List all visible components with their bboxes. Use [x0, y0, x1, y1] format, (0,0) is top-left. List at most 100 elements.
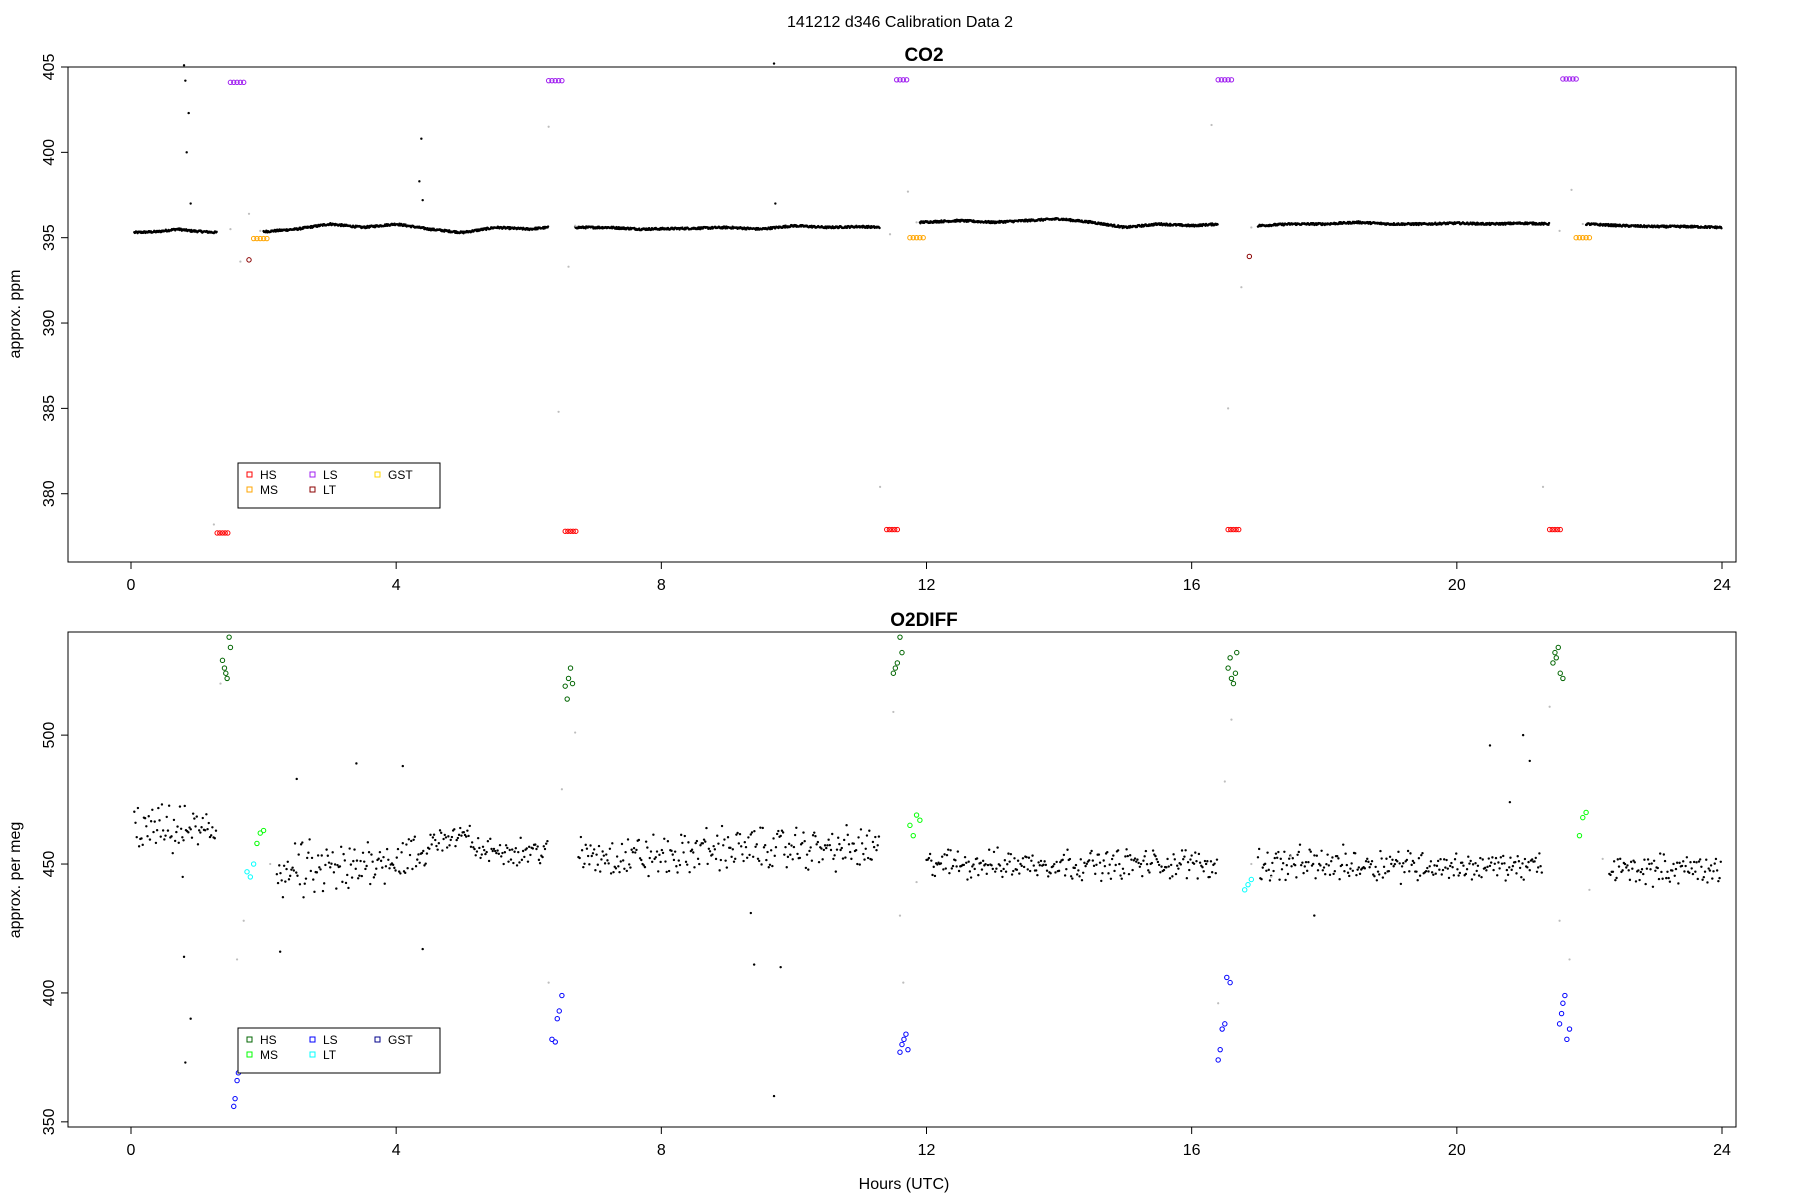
o2diff-data-point	[307, 851, 310, 854]
o2diff-data-point	[512, 861, 515, 865]
o2diff-data-point	[658, 853, 661, 857]
o2diff-data-point	[149, 820, 153, 823]
o2diff-data-point	[349, 863, 353, 866]
o2diff-data-point	[394, 869, 397, 872]
o2diff-data-point	[1039, 859, 1043, 863]
o2diff-legend-marker	[309, 1051, 316, 1058]
o2diff-data-point	[661, 851, 665, 855]
o2diff-legend: HS LS GST MS LT	[237, 1027, 441, 1074]
o2diff-data-point	[634, 851, 637, 854]
o2diff-data-point	[994, 870, 997, 873]
o2diff-data-point	[847, 843, 851, 846]
o2diff-data-point	[1515, 872, 1518, 875]
o2diff-data-point	[712, 844, 715, 848]
co2-calibration-point-ms	[260, 235, 267, 242]
o2diff-data-point	[1503, 862, 1506, 865]
o2diff-data-point	[1657, 877, 1661, 881]
o2diff-data-point	[1203, 859, 1207, 863]
o2diff-data-point	[775, 832, 779, 836]
o2diff-calibration-point-ls	[1560, 1000, 1566, 1006]
o2diff-data-point	[1128, 854, 1132, 857]
o2diff-data-point	[146, 834, 149, 838]
o2diff-data-point	[798, 856, 802, 860]
co2-transition-point	[1210, 123, 1213, 127]
o2diff-data-point	[201, 816, 204, 820]
o2diff-data-point	[780, 829, 784, 832]
o2diff-data-point	[1204, 862, 1208, 866]
o2diff-data-point	[432, 833, 436, 836]
co2-data-point	[485, 228, 488, 232]
o2diff-transition-point	[1230, 718, 1233, 721]
o2diff-data-point	[1682, 860, 1685, 863]
o2diff-data-point	[672, 858, 676, 862]
o2diff-data-point	[1001, 875, 1004, 879]
o2diff-data-point	[1509, 856, 1512, 859]
o2diff-data-point	[1101, 872, 1104, 875]
o2diff-data-point	[945, 853, 949, 857]
o2diff-data-point	[603, 862, 607, 865]
o2diff-data-point	[462, 831, 466, 834]
o2diff-calibration-point-lt	[247, 874, 254, 880]
o2diff-data-point	[490, 847, 493, 851]
o2diff-data-point	[816, 840, 820, 844]
o2diff-background-series	[133, 733, 1722, 1098]
o2diff-transition-point	[574, 731, 577, 734]
o2diff-data-point	[643, 865, 647, 869]
o2diff-transition-point	[1270, 875, 1273, 879]
o2diff-data-point	[497, 852, 501, 856]
o2diff-data-point	[737, 842, 741, 845]
o2diff-data-point	[682, 851, 685, 854]
o2diff-data-point	[487, 859, 491, 863]
o2diff-data-point	[1062, 853, 1066, 857]
o2diff-data-point	[134, 821, 137, 825]
o2diff-data-point	[1485, 869, 1488, 872]
o2diff-data-point	[789, 853, 792, 856]
o2diff-data-point	[748, 853, 751, 857]
o2diff-data-point	[521, 849, 525, 853]
o2diff-data-point	[1648, 862, 1651, 866]
o2diff-calibration-point-ls	[1224, 974, 1230, 981]
o2diff-data-point	[804, 866, 808, 870]
o2diff-data-point	[1533, 860, 1536, 863]
o2diff-data-point	[1213, 862, 1216, 865]
o2diff-data-point	[1137, 861, 1140, 865]
o2diff-data-point	[1391, 858, 1394, 861]
o2diff-data-point	[1455, 852, 1458, 855]
o2diff-data-point	[510, 848, 514, 851]
o2diff-data-point	[1208, 875, 1211, 879]
o2diff-data-point	[1185, 877, 1189, 880]
o2diff-data-point	[453, 828, 456, 831]
o2diff-data-point	[1506, 873, 1510, 877]
o2diff-data-point	[832, 857, 835, 861]
o2diff-data-point	[181, 836, 184, 839]
co2-ytick-label: 380	[41, 480, 58, 507]
co2-calibration-point-hs	[884, 526, 890, 533]
o2diff-data-point	[155, 829, 159, 832]
o2diff-data-point	[951, 864, 955, 868]
o2diff-data-point	[413, 835, 417, 838]
o2diff-data-point	[1188, 868, 1191, 872]
o2diff-data-point	[1265, 869, 1268, 872]
o2diff-data-point	[588, 863, 591, 866]
o2diff-calibration-point-hs	[565, 675, 572, 682]
o2diff-data-point	[1680, 864, 1684, 868]
o2diff-data-point	[1006, 863, 1009, 866]
o2diff-data-point	[445, 846, 449, 849]
o2diff-data-point	[1120, 877, 1123, 880]
o2diff-data-point	[1167, 865, 1170, 868]
o2diff-data-point	[1012, 869, 1015, 873]
o2diff-data-point	[1517, 860, 1521, 863]
o2diff-data-point	[347, 886, 350, 890]
o2diff-data-point	[310, 856, 314, 860]
o2diff-data-point	[344, 881, 348, 885]
o2diff-data-point	[717, 842, 720, 845]
o2diff-data-point	[1042, 863, 1045, 867]
o2diff-data-point	[1201, 866, 1204, 869]
o2diff-data-point	[1127, 872, 1131, 876]
co2-calibration-point-ls	[555, 77, 562, 84]
o2diff-data-point	[1116, 849, 1120, 852]
o2diff-data-point	[408, 853, 412, 857]
o2diff-data-point	[701, 842, 705, 845]
o2diff-data-point	[1672, 862, 1675, 866]
o2diff-data-point	[859, 828, 863, 831]
